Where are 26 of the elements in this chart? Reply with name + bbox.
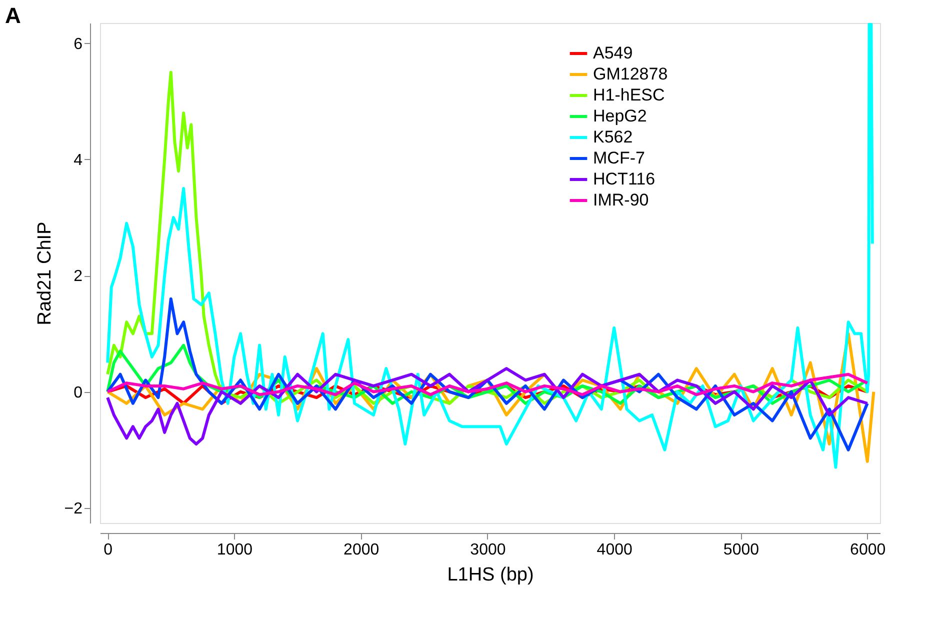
legend-label: HCT116 — [593, 170, 656, 188]
x-tick-label: 1000 — [216, 542, 253, 558]
text: A — [5, 3, 21, 28]
y-tick-label: 2 — [74, 268, 83, 286]
line-series — [106, 367, 869, 446]
legend-label: K562 — [593, 128, 633, 146]
legend-label: GM12878 — [593, 64, 668, 84]
x-tick-label: 5000 — [723, 542, 760, 558]
x-tick-label: 0 — [104, 542, 113, 558]
x-tick-label: 6000 — [850, 542, 886, 558]
y-axis-title: Rad21 ChIP — [34, 222, 56, 326]
line-series — [106, 23, 874, 469]
y-tick-label: 4 — [74, 152, 83, 169]
x-axis-title: L1HS (bp) — [447, 564, 534, 586]
legend-label: A549 — [593, 44, 633, 62]
y-tick-label: 0 — [74, 384, 83, 402]
legend-label: MCF-7 — [593, 148, 645, 168]
legend-label: H1-hESC — [593, 86, 665, 104]
line-series — [106, 372, 869, 396]
y-tick-label: −2 — [64, 500, 83, 518]
x-tick-label: 3000 — [470, 542, 506, 558]
y-tick-label: 6 — [74, 36, 83, 53]
x-tick-label: 2000 — [344, 542, 380, 558]
x-tick-label: 4000 — [596, 542, 632, 558]
legend-label: HepG2 — [593, 106, 647, 126]
legend-label: IMR-90 — [593, 190, 649, 210]
